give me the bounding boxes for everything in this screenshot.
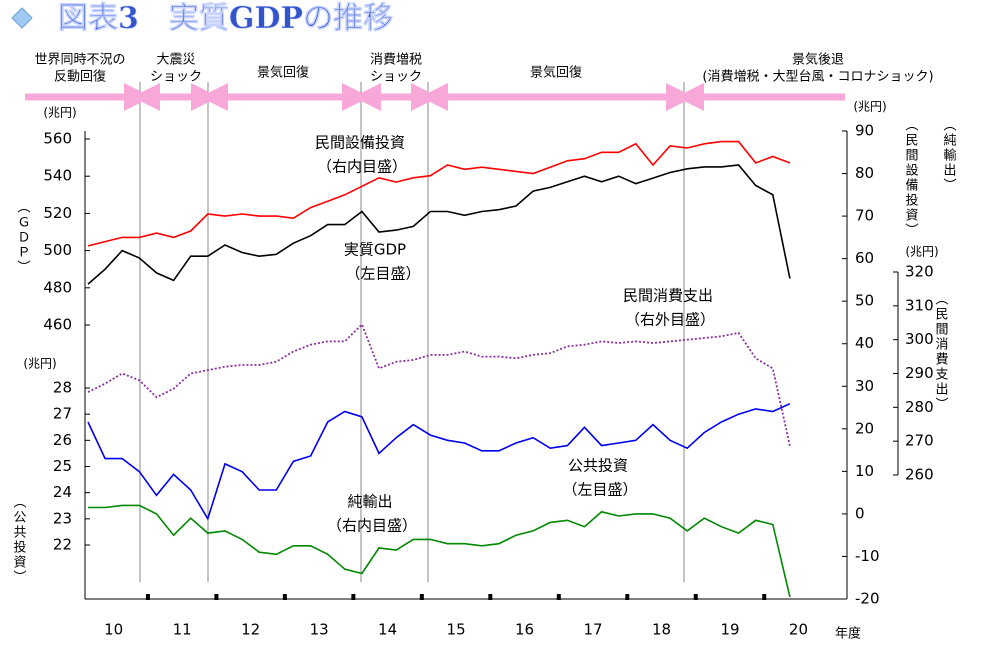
y-tick-label: 24	[53, 483, 72, 501]
phase-label: (消費増税・大型台風・コロナショック)	[702, 70, 933, 85]
series-line	[87, 402, 791, 521]
x-tick-label: 15	[447, 621, 466, 639]
y-tick-label: 260	[905, 466, 934, 484]
y-tick-label: 70	[855, 207, 874, 225]
y-tick-label: 27	[53, 405, 72, 423]
unit: (兆円)	[853, 100, 886, 114]
y-tick-label: 26	[53, 431, 72, 449]
y-tick-label: 40	[855, 334, 874, 352]
x-tick-label: 16	[515, 621, 534, 639]
axis-label: （ＧＤＰ）	[15, 200, 31, 275]
x-tick-label: 19	[720, 621, 739, 639]
y-tick-label: -20	[855, 590, 880, 608]
series-label: 民間消費支出	[623, 287, 713, 305]
x-unit: 年度	[835, 626, 861, 642]
axis-label: （民間設備投資）	[903, 118, 919, 238]
axis-label: （民間消費支出）	[933, 292, 949, 412]
y-tick-label: 560	[43, 130, 72, 148]
y-tick-label: 460	[43, 316, 72, 334]
y-tick-label: 22	[53, 536, 72, 554]
y-tick-label: 290	[905, 364, 934, 382]
unit: (兆円)	[905, 245, 938, 259]
y-tick-label: 20	[855, 419, 874, 437]
x-tick-label: 14	[378, 621, 397, 639]
y-tick-label: 28	[53, 379, 72, 397]
series-line	[87, 164, 791, 285]
y-tick-label: 280	[905, 398, 934, 416]
x-tick-label: 17	[583, 621, 602, 639]
series-line	[87, 322, 791, 447]
y-tick-label: 540	[43, 167, 72, 185]
series-label: 実質GDP	[344, 241, 406, 259]
x-tick-label: 12	[241, 621, 260, 639]
series-label: 公共投資	[568, 457, 628, 475]
y-tick-label: 520	[43, 204, 72, 222]
phase-label: 景気回復	[530, 65, 582, 81]
phase-label: 世界同時不況の	[34, 53, 125, 68]
y-tick-label: 310	[905, 296, 934, 314]
phase-label: 反動回復	[54, 69, 106, 85]
title-icon	[11, 7, 33, 29]
series-line	[87, 140, 791, 247]
y-tick-label: -10	[855, 547, 880, 565]
y-tick-label: 50	[855, 292, 874, 310]
y-tick-label: 0	[855, 504, 865, 522]
y-tick-label: 10	[855, 462, 874, 480]
axis-label: （純輸出）	[941, 118, 957, 193]
y-tick-label: 500	[43, 241, 72, 259]
series-note: （右外目盛）	[625, 311, 715, 329]
y-tick-label: 80	[855, 164, 874, 182]
x-tick-label: 20	[789, 621, 808, 639]
phase-label: ショック	[150, 70, 202, 85]
y-tick-label: 270	[905, 432, 934, 450]
y-tick-label: 90	[855, 122, 874, 140]
x-tick-label: 13	[310, 621, 329, 639]
chart-title: 図表3 実質GDPの推移	[58, 1, 393, 36]
phase-label: ショック	[370, 70, 422, 85]
unit: (兆円)	[43, 106, 76, 120]
y-tick-label: 320	[905, 263, 934, 281]
series-line	[88, 504, 791, 598]
series-note: （左目盛）	[562, 481, 637, 499]
unit: (兆円)	[23, 357, 56, 371]
y-tick-label: 480	[43, 278, 72, 296]
series-note: （右内目盛）	[317, 158, 407, 176]
x-tick-label: 10	[104, 621, 123, 639]
axis-label: （公共投資）	[11, 495, 27, 585]
y-tick-label: 25	[53, 457, 72, 475]
phase-label: 大震災	[156, 53, 195, 68]
phase-label: 消費増税	[370, 53, 422, 68]
series-note: （右内目盛）	[327, 517, 417, 535]
x-tick-label: 18	[652, 621, 671, 639]
x-tick-label: 11	[173, 621, 192, 639]
series-note: （左目盛）	[345, 265, 420, 283]
y-tick-label: 30	[855, 377, 874, 395]
y-tick-label: 60	[855, 249, 874, 267]
series-label: 民間設備投資	[315, 134, 405, 152]
y-tick-label: 300	[905, 330, 934, 348]
series-label: 純輸出	[347, 493, 392, 511]
y-tick-label: 23	[53, 509, 72, 527]
phase-label: 景気回復	[257, 65, 309, 81]
phase-label: 景気後退	[792, 52, 844, 68]
